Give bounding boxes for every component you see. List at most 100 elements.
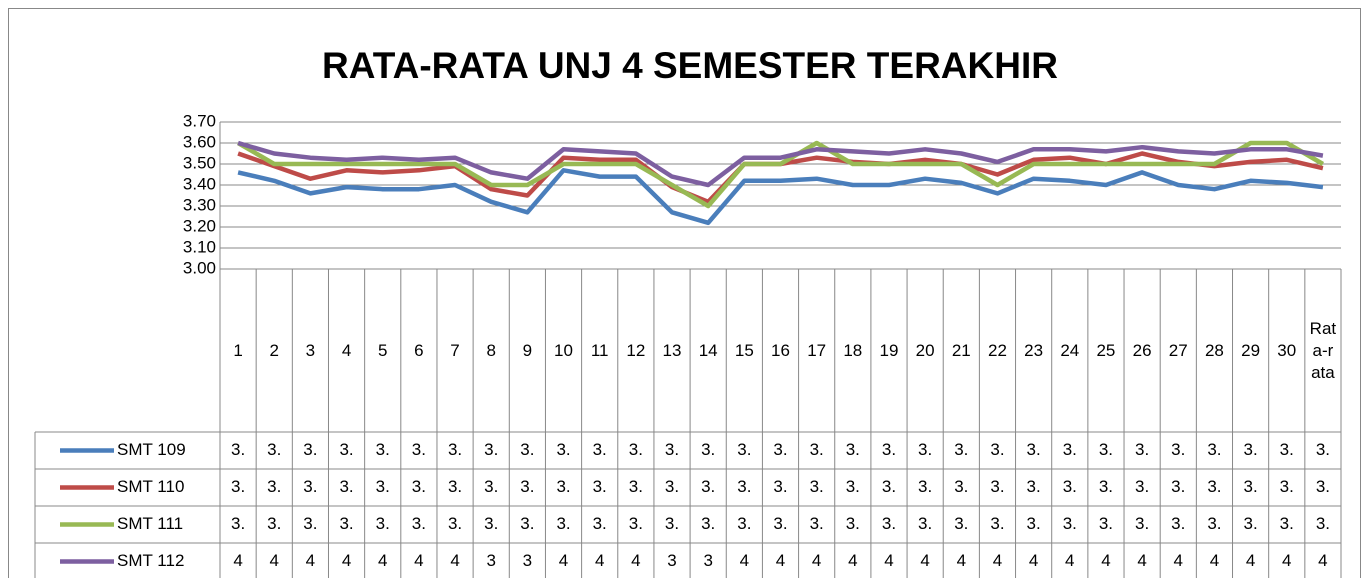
value-label: 3. bbox=[593, 514, 607, 533]
x-tick-label: 19 bbox=[879, 340, 899, 360]
value-label: 3. bbox=[303, 477, 317, 496]
value-label: 3. bbox=[1135, 440, 1149, 459]
value-label: 3. bbox=[448, 477, 462, 496]
y-tick-label: 3.40 bbox=[183, 174, 216, 193]
series-line bbox=[237, 140, 1324, 188]
legend-label: SMT 112 bbox=[117, 551, 184, 570]
value-label: 3. bbox=[665, 477, 679, 496]
category-cell: 3 bbox=[306, 341, 315, 360]
value-label: 3. bbox=[484, 514, 498, 533]
value-label: 3. bbox=[737, 440, 751, 459]
value-label: 3. bbox=[665, 514, 679, 533]
category-cell: 30 bbox=[1277, 341, 1296, 360]
value-label: 3. bbox=[918, 477, 932, 496]
value-label: 4 bbox=[776, 551, 785, 570]
value-label: 4 bbox=[270, 551, 279, 570]
value-label: 4 bbox=[306, 551, 315, 570]
value-label: 4 bbox=[812, 551, 821, 570]
value-label: 3. bbox=[1135, 477, 1149, 496]
value-label: 3. bbox=[1244, 440, 1258, 459]
series-line bbox=[236, 140, 1325, 209]
value-label: 3. bbox=[882, 514, 896, 533]
category-cell: 6 bbox=[414, 341, 423, 360]
value-label: 3. bbox=[737, 514, 751, 533]
value-label: 3. bbox=[990, 477, 1004, 496]
value-label: 3. bbox=[1171, 440, 1185, 459]
value-label: 3. bbox=[376, 477, 390, 496]
value-label: 3. bbox=[520, 514, 534, 533]
value-label: 3. bbox=[773, 477, 787, 496]
value-label: 4 bbox=[342, 551, 351, 570]
value-label: 3. bbox=[701, 477, 715, 496]
x-tick-label: 20 bbox=[915, 340, 935, 360]
x-tick-label: 24 bbox=[1060, 340, 1080, 360]
value-label: 4 bbox=[848, 551, 857, 570]
x-tick-label: 5 bbox=[377, 340, 388, 360]
value-label: 3. bbox=[990, 440, 1004, 459]
category-cell: 10 bbox=[554, 341, 573, 360]
category-cell: 27 bbox=[1169, 341, 1188, 360]
value-label: 3. bbox=[810, 514, 824, 533]
value-label: 3. bbox=[556, 514, 570, 533]
value-label: 3. bbox=[1135, 514, 1149, 533]
value-label: 3. bbox=[1099, 440, 1113, 459]
value-label: 3. bbox=[882, 477, 896, 496]
value-label: 3. bbox=[1063, 514, 1077, 533]
category-cell: 20 bbox=[915, 340, 935, 360]
value-label: 3. bbox=[593, 440, 607, 459]
value-label: 3. bbox=[773, 514, 787, 533]
x-tick-label: 21 bbox=[951, 340, 971, 360]
category-cell: 21 bbox=[951, 340, 971, 360]
value-label: 3. bbox=[1280, 514, 1294, 533]
y-tick-label: 3.00 bbox=[183, 258, 216, 277]
value-label: 4 bbox=[1065, 551, 1074, 570]
legend-label: SMT 109 bbox=[117, 440, 186, 459]
value-label: 4 bbox=[957, 551, 966, 570]
x-tick-label: 25 bbox=[1096, 340, 1116, 360]
value-label: 3. bbox=[448, 514, 462, 533]
value-label: 3. bbox=[231, 477, 245, 496]
value-label: 3. bbox=[1207, 514, 1221, 533]
value-label: 3. bbox=[376, 440, 390, 459]
value-label: 3 bbox=[486, 551, 495, 570]
value-label: 3. bbox=[629, 440, 643, 459]
value-label: 3. bbox=[1027, 514, 1041, 533]
category-cell: 8 bbox=[486, 341, 495, 360]
value-label: 3. bbox=[1099, 477, 1113, 496]
value-label: 3. bbox=[810, 440, 824, 459]
x-tick-label: 18 bbox=[843, 340, 863, 360]
category-cell: 9 bbox=[522, 340, 533, 360]
value-label: 3. bbox=[1280, 440, 1294, 459]
value-label: 4 bbox=[740, 551, 749, 570]
x-tick-label: 22 bbox=[987, 340, 1007, 360]
value-label: 3. bbox=[918, 440, 932, 459]
value-label: 3. bbox=[1316, 440, 1330, 459]
category-cell: Rata-rata bbox=[1310, 319, 1336, 382]
x-tick-label: 2 bbox=[269, 340, 279, 360]
x-tick-label: 26 bbox=[1132, 340, 1152, 360]
category-cell: 28 bbox=[1205, 341, 1224, 360]
value-label: 4 bbox=[1246, 551, 1255, 570]
category-cell: 2 bbox=[269, 340, 279, 360]
legend-label: SMT 110 bbox=[117, 477, 184, 496]
category-cell: 12 bbox=[626, 341, 645, 360]
value-label: 3. bbox=[231, 514, 245, 533]
value-label: 3. bbox=[665, 440, 679, 459]
value-label: 3. bbox=[773, 440, 787, 459]
category-cell: 22 bbox=[987, 340, 1007, 360]
x-tick-label: 9 bbox=[522, 340, 533, 360]
value-label: 4 bbox=[1282, 551, 1291, 570]
value-label: 4 bbox=[233, 551, 242, 570]
category-cell: 5 bbox=[377, 340, 388, 360]
value-label: 3. bbox=[882, 440, 896, 459]
category-cell: 14 bbox=[699, 341, 718, 360]
value-label: 4 bbox=[559, 551, 568, 570]
value-label: 3. bbox=[376, 514, 390, 533]
category-cell: 1 bbox=[233, 341, 242, 360]
value-label: 3. bbox=[810, 477, 824, 496]
value-label: 3. bbox=[339, 514, 353, 533]
value-label: 4 bbox=[1174, 551, 1183, 570]
category-cell: 17 bbox=[807, 341, 826, 360]
x-tick-label: 4 bbox=[341, 340, 352, 360]
value-label: 4 bbox=[378, 551, 387, 570]
